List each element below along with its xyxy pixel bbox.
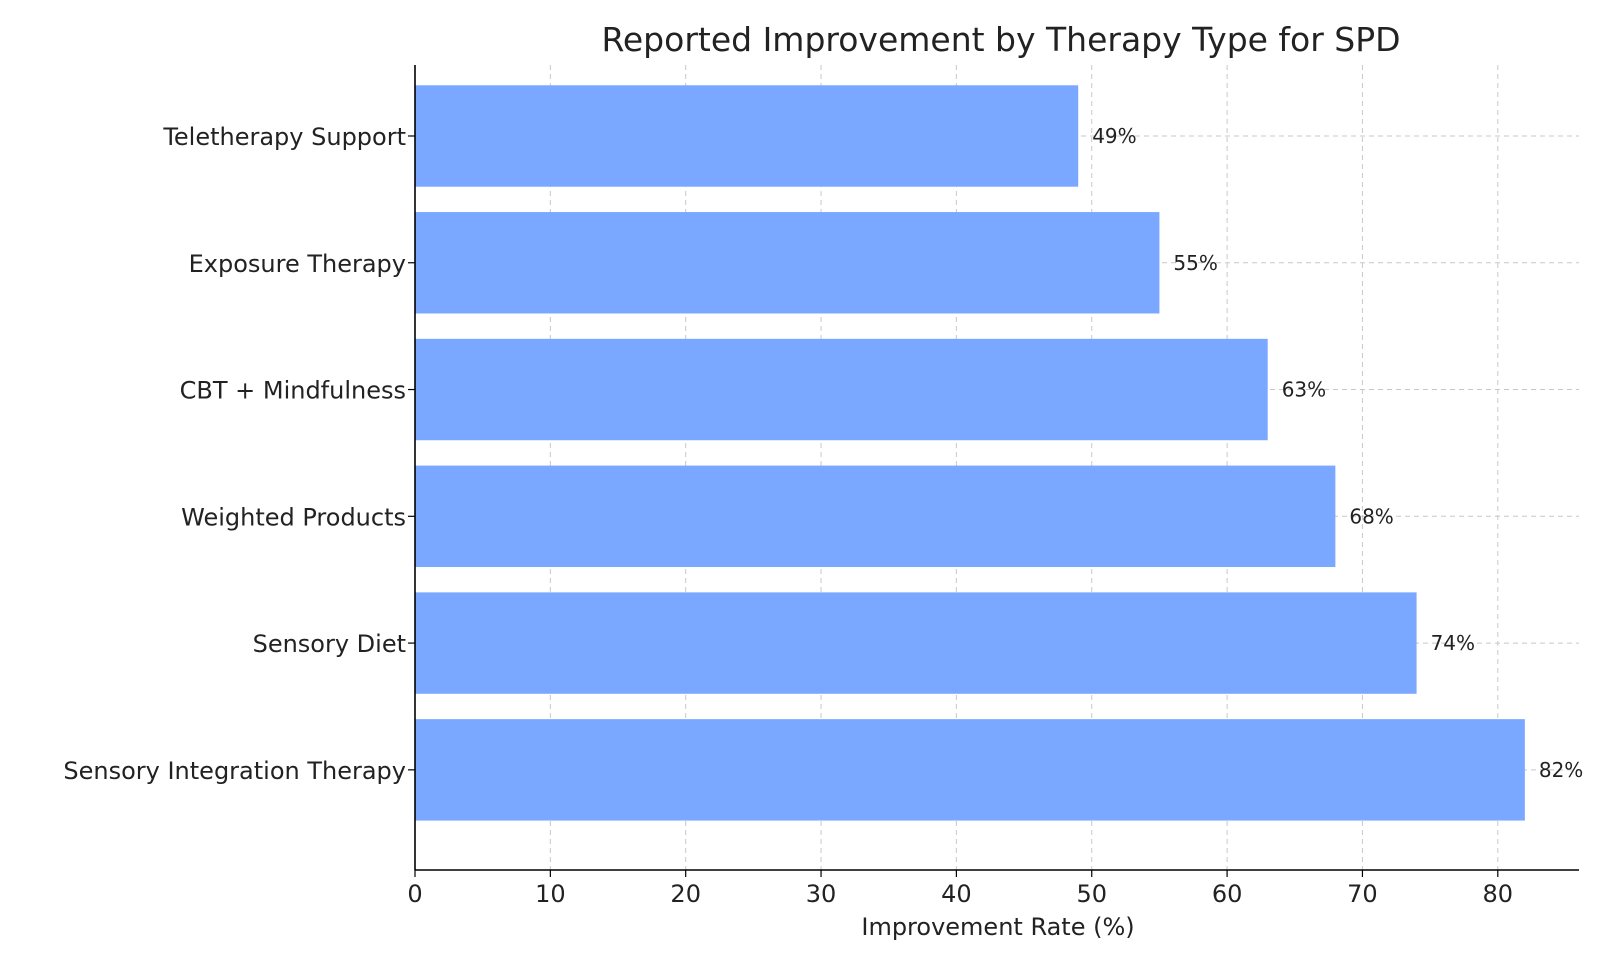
bar-exposure-therapy <box>415 212 1160 314</box>
chart-title: Reported Improvement by Therapy Type for… <box>601 20 1400 59</box>
data-label: 74% <box>1431 631 1475 655</box>
x-tick-label: 50 <box>1076 880 1107 908</box>
category-label: CBT + Mindfulness <box>180 377 406 405</box>
bar-weighted-products <box>415 465 1336 568</box>
data-label: 68% <box>1349 504 1393 528</box>
x-axis-label: Improvement Rate (%) <box>861 913 1134 941</box>
x-tick-label: 60 <box>1212 880 1243 908</box>
x-tick-label: 10 <box>535 880 566 908</box>
bars-layer <box>415 85 1525 821</box>
category-label: Teletherapy Support <box>162 123 406 151</box>
x-tick-label: 0 <box>407 880 422 908</box>
data-label: 63% <box>1282 378 1326 402</box>
bar-cbt-mindfulness <box>415 338 1268 441</box>
category-label: Sensory Integration Therapy <box>63 757 406 785</box>
data-label: 82% <box>1539 758 1583 782</box>
x-tick-label: 20 <box>670 880 701 908</box>
category-label: Sensory Diet <box>253 630 406 658</box>
x-tick-label: 30 <box>806 880 837 908</box>
x-tick-label: 80 <box>1483 880 1514 908</box>
category-label: Weighted Products <box>181 503 406 531</box>
category-label: Exposure Therapy <box>189 250 406 278</box>
data-label: 49% <box>1092 124 1136 148</box>
axes-layer <box>408 65 1579 877</box>
bar-sensory-integration-therapy <box>415 719 1525 821</box>
bar-teletherapy-support <box>415 85 1079 187</box>
bar-sensory-diet <box>415 592 1417 694</box>
x-tick-label: 70 <box>1347 880 1378 908</box>
labels-layer: 82% Sensory Integration Therapy 74% Sensory… <box>63 123 1583 908</box>
x-tick-label: 40 <box>941 880 972 908</box>
data-label: 55% <box>1173 251 1217 275</box>
